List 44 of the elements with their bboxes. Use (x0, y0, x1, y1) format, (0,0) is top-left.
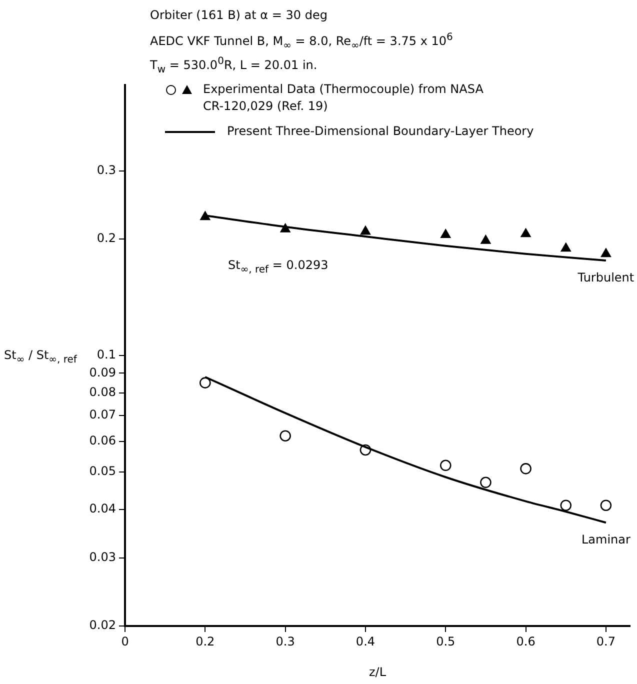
y-tick-label: 0.1 (96, 348, 116, 362)
x-tick-label: 0.4 (356, 634, 376, 648)
point (560, 242, 571, 252)
point (560, 500, 572, 511)
text: T$_{w}$ = 530.0$^{0}$R, L = 20.01 in. (150, 56, 318, 76)
y-tick-label: 0.2 (96, 231, 116, 246)
point (520, 228, 531, 238)
annotation: Turbulent (576, 270, 634, 285)
x-tick-label: 0 (121, 634, 129, 648)
y-tick-label: 0.09 (89, 365, 116, 380)
x-axis-title: z/L (368, 664, 386, 679)
point (520, 463, 532, 474)
y-tick-label: 0.03 (89, 550, 116, 564)
point (480, 476, 492, 488)
x-tick-label: 0.6 (516, 634, 536, 648)
point (280, 224, 290, 232)
point (480, 235, 491, 244)
annotation: St$_{∞, ref}$ = 0.0293 (228, 258, 328, 276)
y-tick-label: 0.05 (89, 464, 116, 478)
annotation: Laminar (581, 532, 630, 547)
legend-label: Present Three-Dimensional Boundary-Layer Theory (227, 124, 534, 138)
point (280, 430, 291, 442)
y-tick-label: 0.08 (89, 385, 116, 400)
point (600, 500, 612, 511)
chart-title: Orbiter (161 B) at α = 30 deg (150, 8, 328, 22)
y-tick-label: 0.06 (89, 433, 116, 448)
point (360, 226, 370, 235)
x-tick-label: 0.7 (596, 634, 616, 648)
y-tick-label: 0.04 (89, 502, 116, 516)
y-tick-label: 0.07 (89, 408, 116, 422)
chart-subtitle: AEDC VKF Tunnel B, M$_{∞}$ = 8.0, Re$_{∞}$/ft = 3.75 x 10$^{6}$ (150, 32, 453, 52)
x-tick-label: 0.2 (196, 634, 215, 648)
y-axis-title: St$_{∞}$ / St$_{∞, ref}$ (4, 348, 77, 366)
point (600, 248, 611, 258)
x-tick-label: 0.3 (276, 634, 295, 648)
legend-label: Experimental Data (Thermocouple) from NASA CR-120,029 (Ref. 19) (203, 82, 484, 114)
y-tick-label: 0.02 (89, 618, 116, 632)
y-tick-label: 0.3 (96, 162, 116, 177)
point (440, 460, 452, 472)
point (360, 444, 372, 456)
point (440, 229, 451, 238)
point (200, 211, 210, 220)
point (200, 377, 211, 388)
x-tick-label: 0.5 (436, 634, 456, 648)
